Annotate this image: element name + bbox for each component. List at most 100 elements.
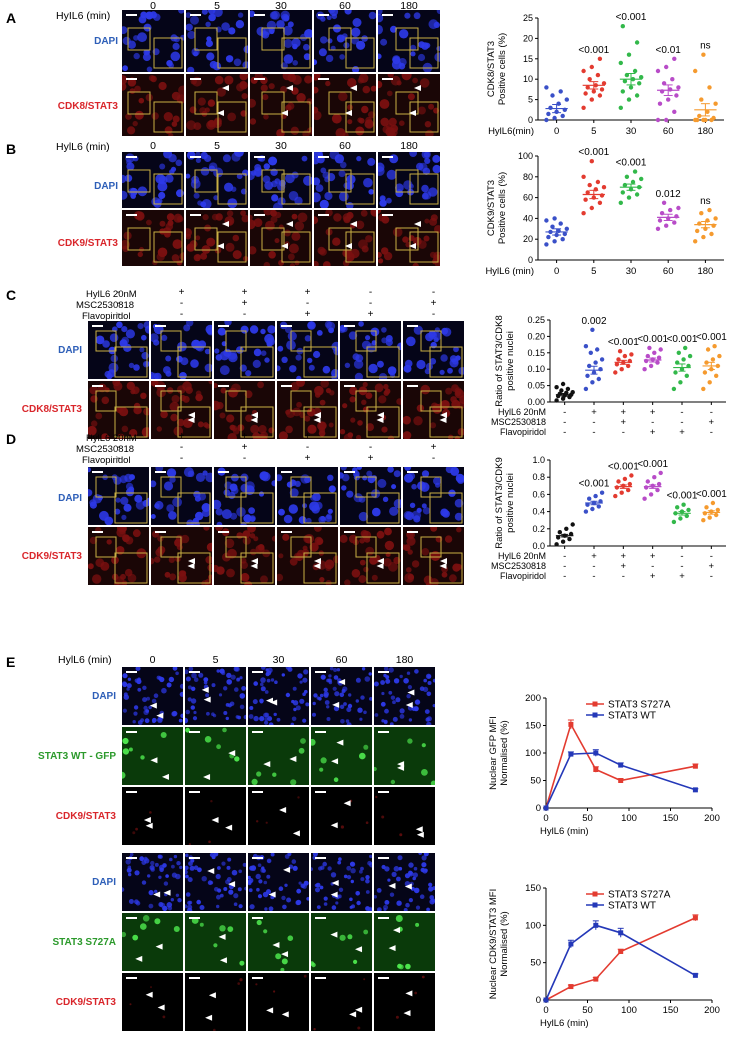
x-table-sign: - — [622, 571, 625, 582]
panel-e-tile-1-3 — [311, 727, 372, 785]
data-point — [619, 367, 624, 372]
y-tick-label: 50 — [530, 958, 541, 969]
data-point — [616, 479, 621, 484]
data-point — [552, 239, 557, 244]
panel-d-treatment-flavo: Flavopiridol — [82, 455, 131, 466]
panel-c-sign: - — [179, 309, 184, 320]
x-table-sign: - — [680, 407, 683, 418]
data-point — [590, 327, 595, 332]
panel-b-tile-1-4 — [378, 210, 440, 266]
data-point — [601, 81, 607, 86]
panel-d-sign: - — [431, 453, 436, 464]
panel-c-tile-0-2 — [214, 321, 275, 379]
panel-b-tile-0-4 — [378, 152, 440, 208]
data-point — [589, 205, 594, 211]
x-tick-label: 0 — [543, 1005, 548, 1016]
panel-e-time-label: 180 — [395, 654, 414, 666]
x-table-sign: + — [621, 407, 627, 418]
x-table-sign: + — [621, 561, 627, 572]
data-point — [655, 487, 660, 493]
x-table-sign: + — [621, 417, 627, 428]
x-tick-label: 150 — [663, 813, 679, 824]
panel-c-tile-0-4 — [340, 321, 401, 379]
panel-d-tile-1-1 — [151, 527, 212, 585]
panel-e-tile-1-4 — [374, 727, 435, 785]
data-point — [585, 190, 590, 195]
y-tick-label: 0.20 — [527, 331, 545, 341]
data-point — [587, 496, 592, 501]
panel-c-tile-0-0 — [88, 321, 149, 379]
data-point — [634, 93, 640, 98]
x-table-sign: - — [563, 561, 566, 572]
x-table-sign: - — [680, 417, 683, 428]
data-point — [676, 350, 681, 355]
panel-b-row-label-dapi: DAPI — [94, 181, 118, 192]
panel-e-tile-4-0 — [122, 913, 183, 971]
data-point — [597, 56, 603, 61]
data-point — [645, 479, 650, 484]
panel-d-sign: - — [179, 453, 184, 464]
y-tick-label: 0 — [536, 995, 541, 1006]
panel-b-row-label-red: CDK9/STAT3 — [57, 238, 118, 249]
data-point — [712, 344, 717, 349]
significance-label: <0.001 — [667, 334, 698, 345]
data-point — [560, 113, 565, 119]
panel-b-scatter-chart: 0 20 40 60 80 100 CDK9/STAT3 Positive cells (%)… — [485, 147, 724, 277]
y-tick-label: 1.0 — [532, 455, 545, 465]
data-point — [709, 231, 714, 237]
data-point — [717, 353, 722, 359]
data-point — [702, 370, 708, 375]
data-point — [599, 490, 605, 495]
x-table-sign: - — [592, 571, 595, 582]
panel-b-tile-0-0 — [122, 152, 184, 208]
data-point — [684, 373, 689, 378]
data-point — [671, 386, 677, 392]
data-point — [560, 396, 566, 401]
data-point — [704, 505, 709, 510]
data-point — [676, 85, 681, 90]
data-point — [624, 174, 630, 179]
x-tick-label: 30 — [626, 266, 637, 277]
panel-c-tile-0-5 — [403, 321, 464, 379]
data-point — [702, 511, 708, 516]
data-point — [632, 169, 638, 174]
data-point — [626, 97, 632, 102]
data-point — [550, 93, 555, 98]
panel-d-sign: - — [116, 431, 121, 442]
panel-e-tile-1-2 — [248, 727, 309, 785]
panel-a-tile-1-4 — [378, 74, 440, 136]
significance-label: <0.001 — [616, 12, 647, 23]
x-table-sign: + — [650, 571, 656, 582]
panel-c-sign: - — [431, 287, 436, 298]
data-point — [681, 502, 686, 507]
data-point — [560, 539, 566, 544]
data-point — [674, 93, 679, 98]
y-tick-label: 100 — [518, 151, 533, 161]
data-point — [560, 237, 565, 242]
panel-d-tile-0-3 — [277, 467, 338, 525]
panel-c-treatment-flavo: Flavopiridol — [82, 311, 131, 322]
data-point — [693, 239, 698, 244]
y-axis-label: positive nuclei — [505, 331, 516, 391]
legend-marker — [592, 712, 598, 718]
x-axis-label: HylL6 (min) — [540, 1018, 589, 1029]
y-tick-label: 20 — [523, 234, 533, 244]
data-point — [616, 357, 621, 362]
y-tick-label: 0 — [528, 115, 533, 125]
panel-a-time-axis-label: HyIL6 (min) — [56, 10, 111, 22]
panel-e-tile-4-4 — [374, 913, 435, 971]
data-point — [634, 40, 640, 45]
y-tick-label: 10 — [523, 74, 533, 84]
data-point — [664, 64, 669, 70]
panel-b-tile-0-3 — [314, 152, 376, 208]
data-point — [656, 481, 662, 487]
data-point — [678, 516, 683, 521]
data-point — [618, 200, 623, 205]
panel-c-treatment-hyil6: HylL6 20nM — [86, 289, 137, 300]
data-point — [552, 115, 557, 121]
panel-c-sign: - — [242, 309, 247, 320]
x-tick-label: 30 — [626, 126, 637, 137]
data-point — [565, 386, 571, 392]
data-point — [583, 91, 588, 96]
data-point — [589, 97, 594, 102]
